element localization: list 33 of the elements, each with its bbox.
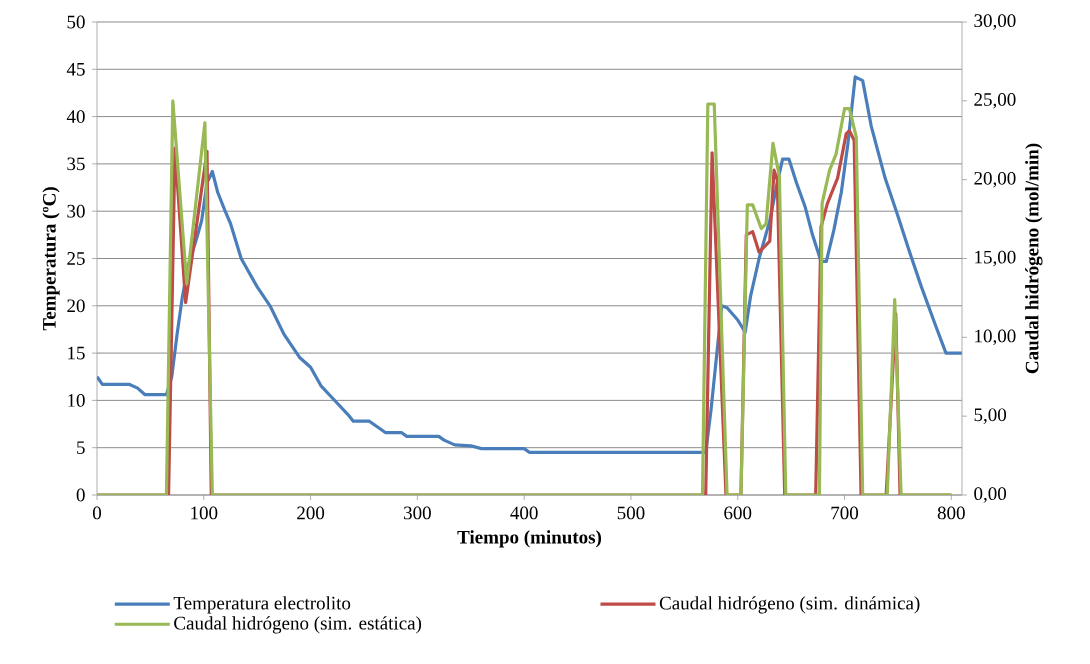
x-tick-label: 200	[297, 506, 325, 520]
y2-tick-label: 10,00	[975, 329, 1016, 346]
x-tick-label: 400	[510, 506, 538, 520]
x-tick-label: 300	[404, 506, 431, 520]
x-tick-label: 0	[92, 506, 102, 520]
y2-tick-label: 0,00	[974, 487, 1007, 503]
x-tick-label: 800	[937, 506, 965, 520]
y-tick-label: 0	[76, 488, 85, 502]
y2-tick-label: 20,00	[974, 171, 1016, 188]
y2-tick-label: 15,00	[975, 250, 1016, 267]
legend-label: Caudal hidrógeno (sim. estática)	[174, 616, 422, 634]
legend-label: Temperatura electrolito	[173, 596, 351, 614]
y-tick-label: 35	[67, 157, 85, 171]
x-tick-label: 600	[724, 506, 752, 520]
y-tick-label: 25	[67, 252, 85, 265]
y-tick-label: 45	[66, 62, 85, 76]
x-tick-label: 700	[831, 506, 859, 520]
y-tick-label: 40	[66, 110, 85, 124]
y-tick-label: 50	[67, 15, 85, 29]
x-tick-label: 100	[191, 506, 218, 520]
y-tick-label: 15	[68, 346, 85, 360]
legend-label: Caudal hidrógeno (sim. dinámica)	[659, 596, 920, 614]
x-axis-title: Tiempo (minutos)	[457, 530, 602, 548]
y-tick-label: 10	[68, 393, 85, 407]
y2-tick-label: 5,00	[974, 408, 1007, 424]
y2-tick-label: 30,00	[974, 14, 1016, 30]
y-tick-label: 5	[77, 441, 85, 454]
y-tick-label: 20	[67, 299, 85, 313]
y-tick-label: 30	[67, 204, 85, 218]
y2-axis-title: Caudal hidrógeno (mol/min)	[1025, 143, 1043, 374]
x-tick-label: 500	[617, 506, 645, 520]
y-axis-title: Temperatura (ºC)	[42, 187, 60, 331]
y2-tick-label: 25,00	[974, 93, 1016, 109]
